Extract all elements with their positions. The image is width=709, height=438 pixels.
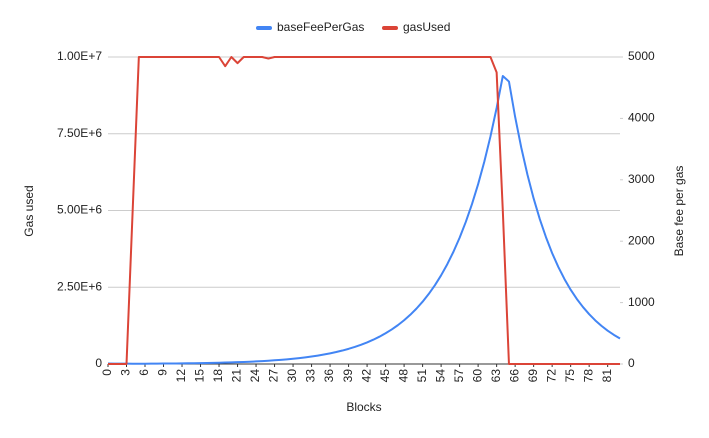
x-tick-label: 39 (341, 369, 355, 383)
x-tick-label: 0 (100, 369, 114, 376)
y2-tick-label: 0 (628, 356, 635, 370)
x-tick-label: 48 (396, 369, 410, 383)
x-tick-label: 15 (193, 369, 207, 383)
x-tick-label: 69 (526, 369, 540, 383)
y2-tick-label: 1000 (628, 295, 655, 309)
y-axis-title: Gas used (22, 185, 36, 236)
y-tick-label: 0 (95, 356, 102, 370)
x-tick-label: 60 (470, 369, 484, 383)
y2-tick-label: 5000 (628, 49, 655, 63)
x-tick-label: 18 (211, 369, 225, 383)
x-tick-label: 3 (119, 369, 133, 376)
y2-tick-label: 3000 (628, 172, 655, 186)
x-tick-label: 51 (415, 369, 429, 383)
legend-label: gasUsed (403, 20, 450, 34)
x-tick-label: 78 (581, 369, 595, 383)
y2-axis-title: Base fee per gas (672, 166, 686, 257)
y-tick-label: 5.00E+6 (57, 203, 102, 217)
x-tick-label: 33 (304, 369, 318, 383)
x-tick-label: 6 (137, 369, 151, 376)
x-tick-label: 12 (174, 369, 188, 383)
series-line (108, 56, 620, 365)
x-tick-label: 24 (248, 369, 262, 383)
x-tick-label: 57 (452, 369, 466, 383)
y-tick-label: 7.50E+6 (57, 126, 102, 140)
x-tick-label: 75 (563, 369, 577, 383)
y2-tick-label: 4000 (628, 111, 655, 125)
x-tick-label: 63 (489, 369, 503, 383)
x-tick-label: 30 (285, 369, 299, 383)
x-tick-label: 42 (359, 369, 373, 383)
y2-tick-label: 2000 (628, 233, 655, 247)
x-tick-label: 21 (230, 369, 244, 383)
x-tick-label: 27 (267, 369, 281, 383)
x-tick-label: 81 (600, 369, 614, 383)
y-tick-label: 1.00E+7 (57, 49, 102, 63)
series-line (107, 75, 621, 365)
x-tick-label: 66 (507, 369, 521, 383)
x-tick-label: 36 (322, 369, 336, 383)
x-tick-label: 72 (544, 369, 558, 383)
x-tick-label: 45 (378, 369, 392, 383)
x-tick-label: 54 (433, 369, 447, 383)
legend-label: baseFeePerGas (277, 20, 364, 34)
x-axis-title: Blocks (346, 400, 381, 414)
x-tick-label: 9 (156, 369, 170, 376)
y-tick-label: 2.50E+6 (57, 279, 102, 293)
